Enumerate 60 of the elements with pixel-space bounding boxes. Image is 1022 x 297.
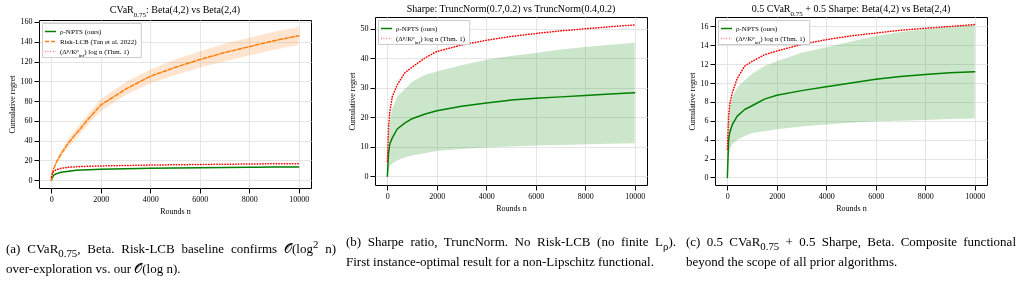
- line-series: [50, 166, 300, 181]
- y-tick-label: 40: [360, 53, 369, 63]
- y-tick-label: 120: [20, 57, 33, 67]
- x-tick-label: 4000: [142, 194, 159, 204]
- chart-title: CVaR$_{0.75}$: Beta(4,2) vs Beta(2,4): [109, 3, 241, 19]
- y-tick-label: 40: [24, 136, 33, 146]
- y-tick-label: 16: [700, 21, 709, 31]
- x-tick-label: 2000: [429, 191, 446, 201]
- x-tick-label: 4000: [818, 191, 835, 201]
- x-tick-label: 8000: [241, 194, 258, 204]
- line-series: [386, 24, 636, 163]
- y-tick-label: 80: [24, 96, 33, 106]
- y-tick-label: 0: [704, 172, 709, 182]
- y-tick-label: 10: [700, 78, 709, 88]
- y-tick-label: 0: [364, 171, 369, 181]
- y-tick-label: 8: [704, 97, 709, 107]
- x-tick-label: 6000: [192, 194, 209, 204]
- y-axis-title: Cumulative regret: [687, 71, 697, 131]
- x-tick-label: 10000: [625, 191, 646, 201]
- x-tick-label: 2000: [769, 191, 786, 201]
- x-tick-label: 0: [725, 191, 730, 201]
- y-tick-label: 30: [360, 83, 369, 93]
- y-tick-label: 10: [360, 142, 369, 152]
- line-series: [50, 162, 300, 178]
- y-tick-label: 14: [700, 40, 709, 50]
- x-tick-label: 10000: [289, 194, 310, 204]
- x-tick-label: 0: [49, 194, 54, 204]
- y-tick-label: 0: [28, 175, 33, 185]
- y-tick-label: 50: [360, 24, 369, 34]
- y-tick-label: 6: [704, 116, 709, 126]
- x-tick-label: 8000: [577, 191, 594, 201]
- x-tick-label: 4000: [478, 191, 495, 201]
- x-tick-label: 10000: [965, 191, 986, 201]
- y-axis-title: Cumulative regret: [347, 71, 357, 131]
- y-tick-label: 160: [20, 17, 33, 27]
- x-tick-label: 2000: [93, 194, 110, 204]
- x-axis-title: Rounds n: [160, 206, 191, 216]
- y-tick-label: 20: [360, 112, 369, 122]
- x-tick-label: 6000: [528, 191, 545, 201]
- y-tick-label: 2: [704, 154, 709, 164]
- chart-title: 0.5 CVaR$_{0.75}$ + 0.5 Sharpe: Beta(4,2) vs Beta(2,4): [751, 3, 951, 18]
- y-axis-title: Cumulative regret: [7, 74, 17, 134]
- y-tick-label: 100: [20, 76, 33, 86]
- chart-title: Sharpe: TruncNorm(0.7,0.2) vs TruncNorm(0.4,0.2): [406, 3, 616, 15]
- line-series: [726, 23, 976, 150]
- x-axis-title: Rounds n: [496, 203, 527, 213]
- x-tick-label: 0: [385, 191, 390, 201]
- x-axis-title: Rounds n: [836, 203, 867, 213]
- line-series: [726, 70, 976, 179]
- text: (c) 0.5 CVaR$_{0.75}$ + 0.5 Sharpe, Beta. Composite functional beyond the scope of all prior algorithms.: [686, 234, 1016, 269]
- line-series: [386, 92, 636, 177]
- y-tick-label: 12: [700, 59, 709, 69]
- text: (a) CVaR$_{0.75}$, Beta. Risk-LCB baseline confirms 𝒪(log$^{2}$ n) over-exploration vs. our 𝒪(log n).: [6, 238, 336, 276]
- y-tick-label: 140: [20, 37, 33, 47]
- y-tick-label: 4: [704, 135, 709, 145]
- text: (b) Sharpe ratio, TruncNorm. No Risk-LCB (no finite L$_{ρ}$). First instance-optimal result for a non-Lipschitz functional.: [346, 234, 676, 269]
- y-tick-label: 60: [24, 116, 33, 126]
- x-tick-label: 6000: [868, 191, 885, 201]
- x-tick-label: 8000: [917, 191, 934, 201]
- y-tick-label: 20: [24, 155, 33, 165]
